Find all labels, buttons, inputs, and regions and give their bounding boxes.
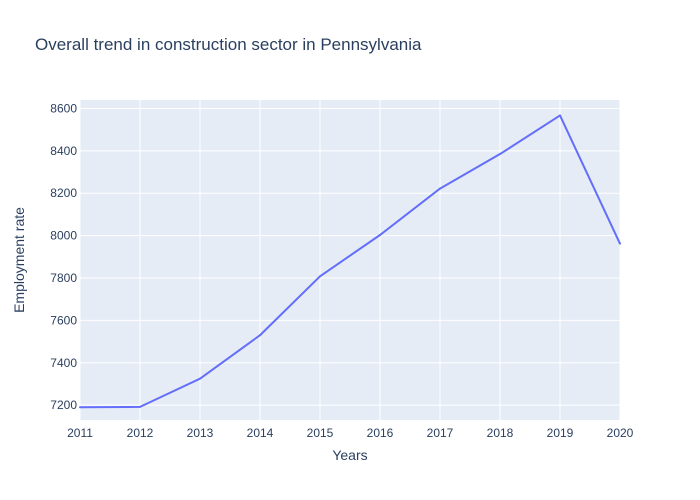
data-point	[319, 275, 321, 278]
x-tick-label: 2018	[487, 426, 514, 440]
x-tick-label: 2017	[427, 426, 454, 440]
x-tick-label: 2012	[127, 426, 154, 440]
x-tick-label: 2016	[367, 426, 394, 440]
x-tick-label: 2015	[307, 426, 334, 440]
y-tick-label: 7600	[50, 313, 77, 327]
data-point	[499, 153, 501, 156]
data-point	[259, 334, 261, 337]
data-point	[439, 187, 441, 190]
x-tick-label: 2019	[547, 426, 574, 440]
y-tick-label: 8000	[50, 229, 77, 243]
y-tick-label: 8400	[50, 144, 77, 158]
y-tick-label: 7200	[50, 398, 77, 412]
y-tick-label: 8200	[50, 186, 77, 200]
series-layer	[79, 114, 621, 409]
x-axis-ticks: 2011 2012 2013 2014 2015 2016 2017 2018 2019 2020	[67, 426, 634, 440]
data-point	[79, 406, 81, 409]
x-tick-label: 2020	[607, 426, 634, 440]
y-axis-ticks: 7200 7400 7600 7800 8000 8200 8400 8600	[50, 101, 77, 412]
grid-lines	[79, 100, 621, 420]
plot-area	[80, 100, 620, 420]
y-tick-label: 7800	[50, 271, 77, 285]
data-point	[619, 242, 621, 245]
y-axis-title: Employment rate	[11, 207, 27, 313]
y-tick-label: 7400	[50, 356, 77, 370]
series-line	[79, 114, 621, 409]
data-point	[559, 114, 561, 117]
x-axis-title: Years	[332, 447, 367, 463]
data-point	[379, 233, 381, 236]
x-tick-label: 2014	[247, 426, 274, 440]
data-point	[139, 405, 141, 408]
y-tick-label: 8600	[50, 101, 77, 115]
data-point	[199, 377, 201, 380]
x-tick-label: 2011	[67, 426, 93, 440]
x-tick-label: 2013	[187, 426, 214, 440]
chart-title: Overall trend in construction sector in …	[35, 35, 422, 54]
